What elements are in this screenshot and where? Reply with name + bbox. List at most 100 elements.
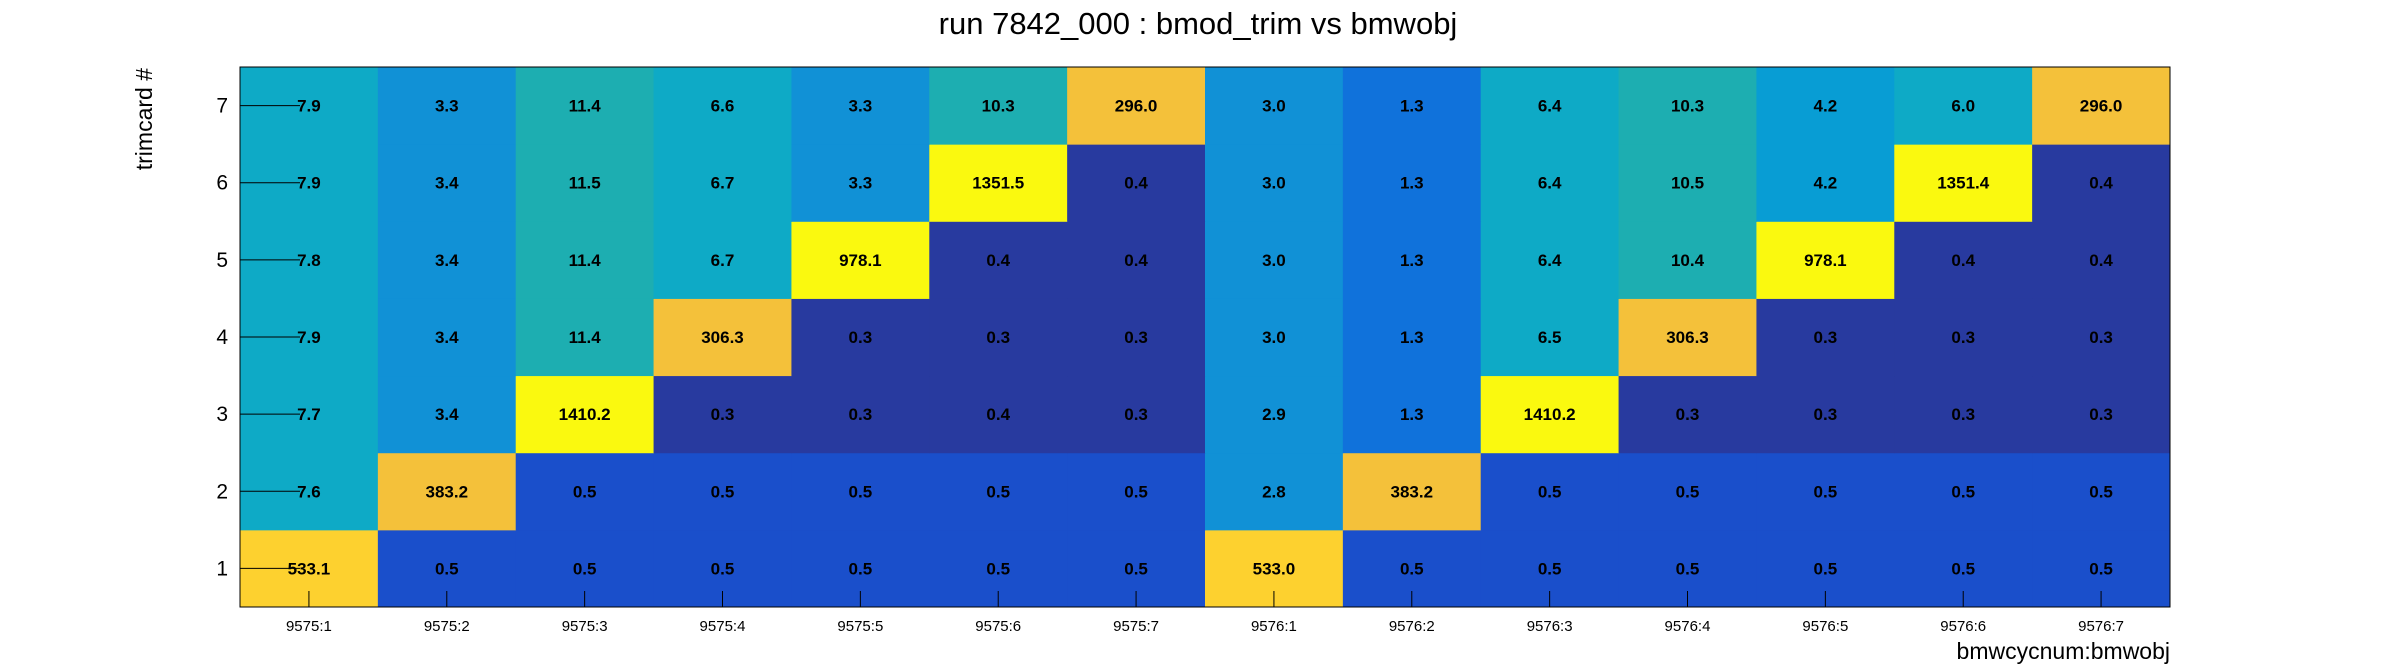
x-tick-label: 9575:5 xyxy=(837,618,883,635)
heatmap-cell xyxy=(929,144,1068,222)
heatmap-cell xyxy=(515,221,655,299)
heatmap-cell xyxy=(1342,375,1482,454)
cell-value-label: 0.4 xyxy=(1951,251,1975,270)
x-tick-label: 9575:3 xyxy=(562,618,608,635)
cell-value-label: 1410.2 xyxy=(1524,405,1576,424)
heatmap-cell xyxy=(1480,144,1620,222)
cell-value-label: 0.5 xyxy=(1951,559,1975,578)
cell-value-label: 0.5 xyxy=(1676,482,1700,501)
heatmap-cell xyxy=(1067,375,1206,454)
cell-value-label: 6.5 xyxy=(1538,328,1562,347)
x-tick-label: 9575:6 xyxy=(975,618,1021,635)
cell-value-label: 0.3 xyxy=(1951,405,1975,424)
cell-value-label: 11.4 xyxy=(569,97,602,116)
cell-value-label: 1.3 xyxy=(1400,174,1424,193)
cell-value-label: 11.4 xyxy=(569,328,602,347)
cell-value-label: 0.5 xyxy=(1124,559,1148,578)
heatmap-cell xyxy=(1894,67,2033,145)
heatmap-cell xyxy=(791,452,930,531)
cell-value-label: 3.0 xyxy=(1262,328,1286,347)
cell-value-label: 978.1 xyxy=(1804,251,1847,270)
heatmap-cell xyxy=(2032,67,2171,145)
heatmap-cell xyxy=(653,144,792,222)
cell-value-label: 6.4 xyxy=(1538,97,1562,116)
cell-value-label: 0.5 xyxy=(1676,559,1700,578)
cell-value-label: 1.3 xyxy=(1400,405,1424,424)
cell-value-label: 533.0 xyxy=(1253,559,1296,578)
heatmap-cell xyxy=(1067,144,1206,222)
heatmap-cell xyxy=(929,67,1068,145)
cell-value-label: 1.3 xyxy=(1400,251,1424,270)
cell-value-label: 978.1 xyxy=(839,251,882,270)
cell-value-label: 3.4 xyxy=(435,174,459,193)
heatmap-cell xyxy=(1756,221,1895,299)
cell-value-label: 7.8 xyxy=(297,251,321,270)
heatmap-cell xyxy=(377,67,517,145)
cell-value-label: 11.4 xyxy=(569,251,602,270)
cell-value-label: 6.7 xyxy=(711,174,735,193)
cell-value-label: 3.4 xyxy=(435,405,459,424)
cell-value-label: 10.4 xyxy=(1671,251,1705,270)
heatmap-cell xyxy=(515,298,655,377)
cell-value-label: 0.5 xyxy=(849,559,873,578)
x-tick-label: 9576:1 xyxy=(1251,618,1297,635)
heatmap-cell xyxy=(1756,67,1895,145)
heatmap-cell xyxy=(1205,298,1344,377)
cell-value-label: 383.2 xyxy=(1391,482,1434,501)
cell-value-label: 3.3 xyxy=(849,97,873,116)
heatmap-cell xyxy=(2032,221,2171,299)
cell-value-label: 10.3 xyxy=(1671,97,1704,116)
heatmap-cell xyxy=(1894,144,2033,222)
heatmap-cell xyxy=(1205,144,1344,222)
heatmap-cell xyxy=(1618,375,1757,454)
cell-value-label: 0.5 xyxy=(1814,559,1838,578)
cell-value-label: 0.3 xyxy=(2089,405,2113,424)
heatmap-cell xyxy=(1480,452,1620,531)
axis-ticks: 1 2 3 4 5 6 7 9575:1 9575:2 9575:3 9575:4 9575:5 957… xyxy=(216,95,2124,635)
cell-value-label: 1.3 xyxy=(1400,328,1424,347)
cell-value-label: 0.5 xyxy=(2089,482,2113,501)
heatmap-cell xyxy=(653,67,792,145)
heatmap-cell xyxy=(1067,452,1206,531)
cell-value-label: 0.5 xyxy=(711,482,735,501)
heatmap-cell xyxy=(1205,375,1344,454)
cell-value-label: 0.5 xyxy=(849,482,873,501)
cell-value-label: 6.4 xyxy=(1538,174,1562,193)
heatmap-cell-labels: 533.1 0.5 0.5 0.5 0.5 0.5 0.5 533.0 0.5 0.5 0.5 0.5… xyxy=(288,97,2123,579)
cell-value-label: 306.3 xyxy=(701,328,744,347)
cell-value-label: 0.4 xyxy=(1124,174,1148,193)
cell-value-label: 533.1 xyxy=(288,559,331,578)
x-tick-label: 9575:7 xyxy=(1113,618,1159,635)
cell-value-label: 3.0 xyxy=(1262,251,1286,270)
cell-value-label: 0.5 xyxy=(1400,559,1424,578)
heatmap-cell xyxy=(1618,298,1757,377)
x-tick-label: 9576:3 xyxy=(1527,618,1573,635)
heatmap-cell xyxy=(1205,67,1344,145)
heatmap-cell xyxy=(1756,375,1895,454)
heatmap-cell xyxy=(377,452,517,531)
heatmap-cell xyxy=(653,452,792,531)
heatmap-cell xyxy=(2032,298,2171,377)
cell-value-label: 0.3 xyxy=(1814,328,1838,347)
heatmap-cell xyxy=(1480,221,1620,299)
cell-value-label: 0.3 xyxy=(849,328,873,347)
x-tick-label: 9576:4 xyxy=(1665,618,1711,635)
cell-value-label: 1351.5 xyxy=(972,174,1024,193)
cell-value-label: 0.3 xyxy=(1814,405,1838,424)
cell-value-label: 306.3 xyxy=(1666,328,1709,347)
heatmap-cells xyxy=(240,67,2171,608)
cell-value-label: 1.3 xyxy=(1400,97,1424,116)
x-axis-title: bmwcycnum:bmwobj xyxy=(1957,638,2170,664)
heatmap-cell xyxy=(1205,221,1344,299)
cell-value-label: 2.8 xyxy=(1262,482,1286,501)
cell-value-label: 3.3 xyxy=(849,174,873,193)
heatmap-cell xyxy=(653,375,792,454)
cell-value-label: 0.5 xyxy=(573,482,597,501)
heatmap-cell xyxy=(1342,67,1482,145)
cell-value-label: 0.5 xyxy=(1951,482,1975,501)
cell-value-label: 10.5 xyxy=(1671,174,1704,193)
cell-value-label: 7.6 xyxy=(297,482,321,501)
heatmap-cell xyxy=(929,375,1068,454)
cell-value-label: 0.4 xyxy=(986,405,1010,424)
